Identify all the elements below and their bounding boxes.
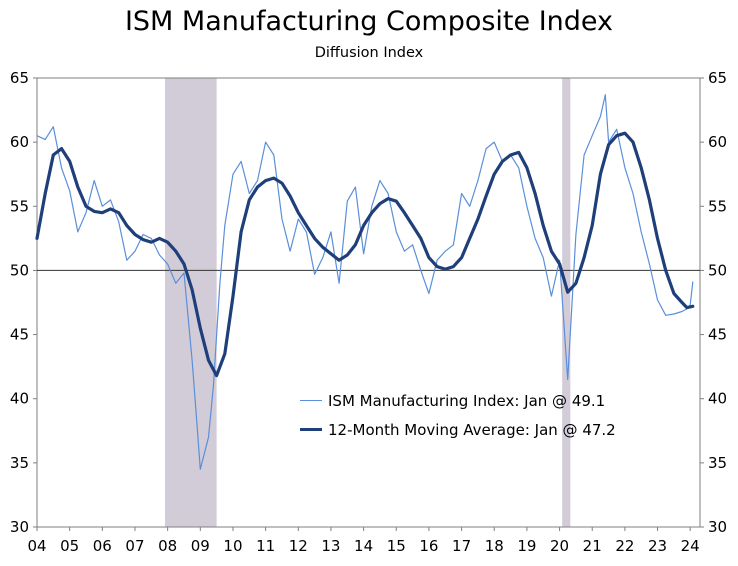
chart-subtitle: Diffusion Index — [314, 45, 424, 61]
chart-title: ISM Manufacturing Composite Index — [124, 6, 614, 37]
x-tick-label-20: 20 — [550, 537, 569, 555]
y-tick-label-left-40: 40 — [10, 390, 29, 408]
y-tick-label-right-45: 45 — [708, 326, 727, 344]
x-tick-label-14: 14 — [354, 537, 373, 555]
y-tick-label-left-45: 45 — [10, 326, 29, 344]
y-tick-label-right-50: 50 — [708, 261, 727, 279]
legend-label-ism-index: ISM Manufacturing Index: Jan @ 49.1 — [328, 391, 606, 410]
x-tick-label-21: 21 — [583, 537, 602, 555]
x-tick-label-06: 06 — [93, 537, 112, 555]
plot-frame — [36, 77, 701, 528]
y-tick-label-right-60: 60 — [708, 133, 727, 151]
recession-band-0 — [165, 78, 217, 527]
x-tick-label-15: 15 — [387, 537, 406, 555]
x-tick-label-16: 16 — [419, 537, 438, 555]
x-tick-label-08: 08 — [158, 537, 177, 555]
y-tick-label-left-35: 35 — [10, 454, 29, 472]
legend-swatch-moving-average — [300, 428, 322, 431]
y-tick-label-right-65: 65 — [708, 69, 727, 87]
y-tick-label-left-50: 50 — [10, 261, 29, 279]
legend: ISM Manufacturing Index: Jan @ 49.1 12-M… — [300, 386, 616, 444]
x-tick-label-04: 04 — [27, 537, 46, 555]
recession-shading — [165, 78, 571, 527]
x-tick-label-19: 19 — [517, 537, 536, 555]
y-tick-label-right-40: 40 — [708, 390, 727, 408]
legend-item-ism-index: ISM Manufacturing Index: Jan @ 49.1 — [300, 386, 616, 415]
x-tick-label-07: 07 — [125, 537, 144, 555]
x-tick-label-17: 17 — [452, 537, 471, 555]
x-tick-label-12: 12 — [289, 537, 308, 555]
x-tick-label-18: 18 — [485, 537, 504, 555]
x-tick-label-11: 11 — [256, 537, 275, 555]
x-tick-label-05: 05 — [60, 537, 79, 555]
y-tick-label-right-30: 30 — [708, 518, 727, 536]
x-tick-label-23: 23 — [648, 537, 667, 555]
x-tick-label-13: 13 — [321, 537, 340, 555]
y-tick-label-left-65: 65 — [10, 69, 29, 87]
x-tick-label-24: 24 — [681, 537, 700, 555]
recession-band-1 — [562, 78, 571, 527]
series-lines — [35, 94, 695, 470]
x-tick-label-09: 09 — [191, 537, 210, 555]
legend-swatch-ism-index — [300, 400, 322, 401]
y-tick-label-right-55: 55 — [708, 197, 727, 215]
x-tick-label-10: 10 — [223, 537, 242, 555]
legend-label-moving-average: 12-Month Moving Average: Jan @ 47.2 — [328, 420, 616, 439]
y-tick-label-left-60: 60 — [10, 133, 29, 151]
y-tick-label-left-30: 30 — [10, 518, 29, 536]
series-line-moving-average — [35, 131, 695, 378]
legend-item-moving-average: 12-Month Moving Average: Jan @ 47.2 — [300, 415, 616, 444]
y-tick-label-left-55: 55 — [10, 197, 29, 215]
x-tick-label-22: 22 — [615, 537, 634, 555]
axes: 30 30 35 35 40 40 45 45 50 50 55 55 60 60 65 65 04 05 06 07… — [10, 69, 727, 555]
y-tick-label-right-35: 35 — [708, 454, 727, 472]
